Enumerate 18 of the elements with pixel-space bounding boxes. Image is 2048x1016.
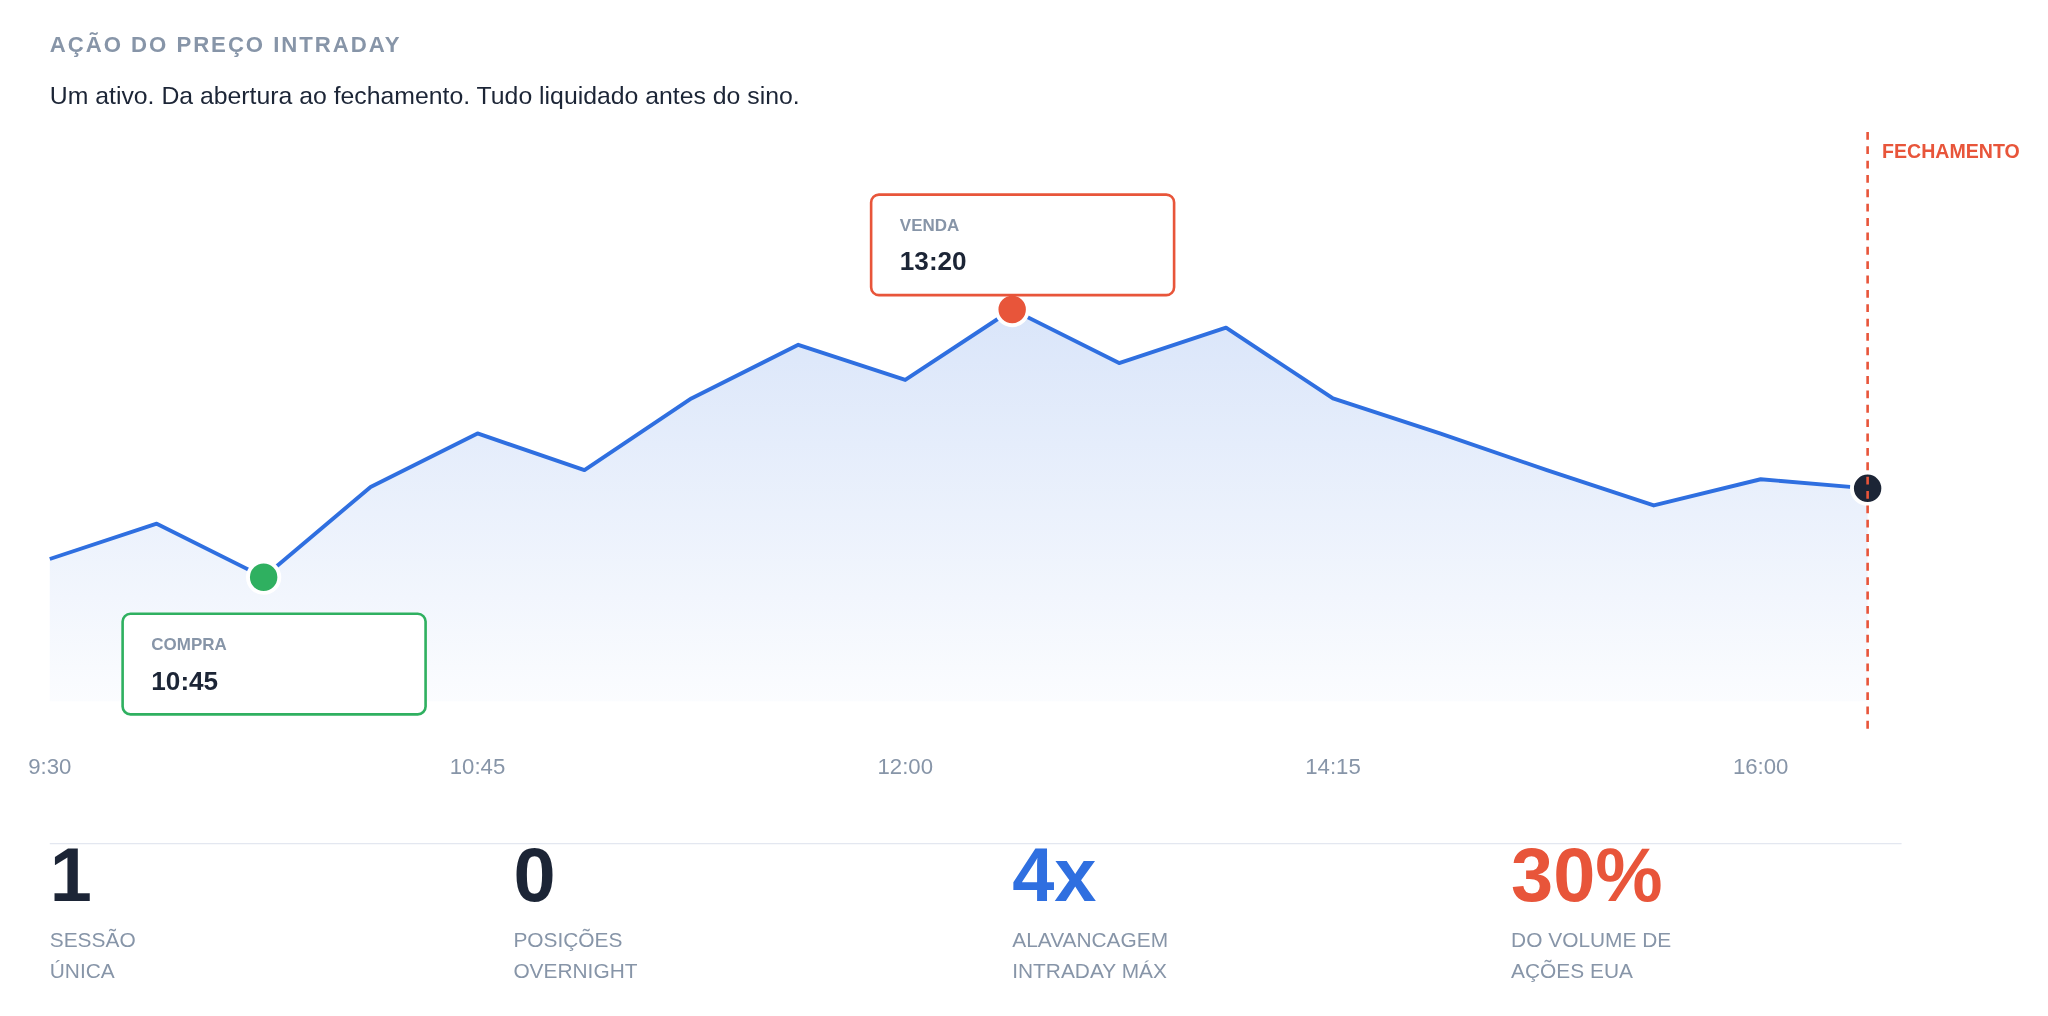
category-label: ALAVANCAGEM INTRADAY MÁX — [1012, 927, 1169, 983]
category-label: POSIÇÕES OVERNIGHT — [513, 927, 638, 983]
x-tick-label: 14:15 — [1305, 754, 1361, 780]
category-label: SESSÃO ÚNICA — [49, 927, 136, 983]
text: FECHAMENTO — [1881, 140, 2020, 163]
text: VENDA 13:20 — [899, 216, 967, 277]
x-tick-label: 9:30 — [28, 754, 72, 780]
text: COMPRA 10:45 — [151, 635, 227, 696]
text: 30% — [1511, 832, 1663, 918]
x-tick-label: 16:00 — [1732, 754, 1789, 780]
text: 0 — [513, 832, 556, 918]
chart-title: AÇÃO DO PREÇO INTRADAY — [49, 32, 402, 58]
category-label: DO VOLUME DE AÇÕES EUA — [1511, 927, 1672, 983]
x-tick-label: 12:00 — [877, 754, 933, 780]
text: 1 — [49, 832, 92, 918]
chart-subtitle: Um ativo. Da abertura ao fechamento. Tudo liquidado antes do sino. — [49, 82, 800, 110]
text: 4x — [1012, 832, 1097, 918]
x-tick-label: 10:45 — [449, 754, 506, 780]
